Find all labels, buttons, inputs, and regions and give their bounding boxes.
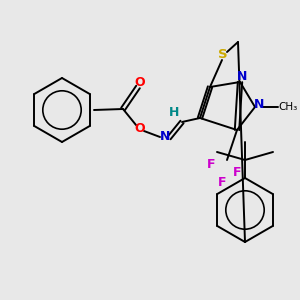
Text: N: N [160,130,170,142]
Text: O: O [135,76,145,89]
Text: N: N [254,98,264,112]
Text: N: N [237,70,247,83]
Text: CH₃: CH₃ [278,102,298,112]
Text: F: F [207,158,215,172]
Text: F: F [233,166,241,178]
Text: H: H [169,106,179,118]
Text: O: O [135,122,145,134]
Text: S: S [218,49,228,62]
Text: F: F [218,176,226,188]
